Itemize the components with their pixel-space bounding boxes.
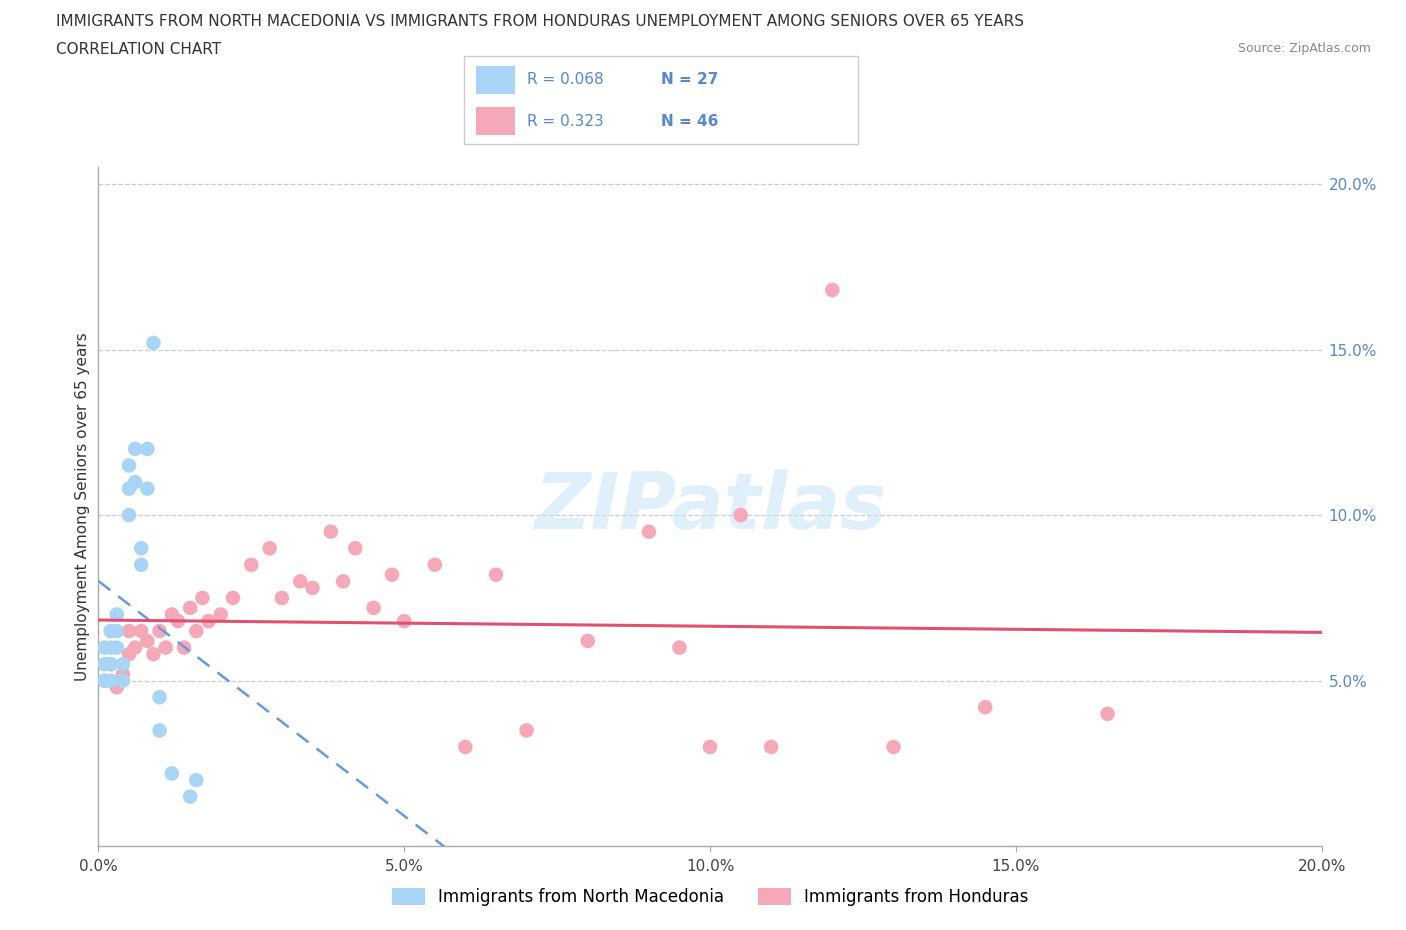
Point <box>186 624 208 639</box>
Point <box>142 646 165 661</box>
Point <box>118 458 141 472</box>
Point <box>637 525 661 539</box>
Point <box>118 508 141 523</box>
Point <box>149 723 172 737</box>
Point <box>93 657 115 671</box>
Text: R = 0.323: R = 0.323 <box>527 113 603 128</box>
Text: CORRELATION CHART: CORRELATION CHART <box>56 42 221 57</box>
Point <box>1097 707 1119 722</box>
Legend: Immigrants from North Macedonia, Immigrants from Honduras: Immigrants from North Macedonia, Immigra… <box>385 881 1035 912</box>
Point <box>124 474 146 489</box>
Point <box>129 624 152 639</box>
Point <box>730 508 752 523</box>
Point <box>668 640 690 655</box>
Bar <box>475 65 515 94</box>
Point <box>301 580 323 595</box>
Point <box>155 640 177 655</box>
Text: R = 0.068: R = 0.068 <box>527 73 603 87</box>
Point <box>124 442 146 457</box>
Point <box>186 773 208 788</box>
Point <box>759 739 782 754</box>
Point <box>699 739 721 754</box>
Point <box>136 633 159 648</box>
Point <box>105 640 128 655</box>
Point <box>290 574 312 589</box>
Point <box>118 624 141 639</box>
Point <box>883 739 905 754</box>
Point <box>105 680 128 695</box>
Point <box>118 481 141 496</box>
Point <box>118 646 141 661</box>
Point <box>423 557 446 572</box>
Point <box>222 591 245 605</box>
Point <box>344 541 367 556</box>
Point <box>136 442 159 457</box>
Point <box>93 673 115 688</box>
Point <box>100 657 122 671</box>
Point <box>173 640 195 655</box>
Point <box>100 640 122 655</box>
Point <box>179 790 201 804</box>
Point <box>197 614 219 629</box>
Point <box>454 739 477 754</box>
Point <box>93 640 115 655</box>
Point <box>100 657 122 671</box>
Point <box>332 574 354 589</box>
Point <box>129 541 152 556</box>
Point <box>821 283 844 298</box>
Point <box>381 567 404 582</box>
Bar <box>475 107 515 136</box>
Point <box>974 699 997 714</box>
Point <box>136 481 159 496</box>
Point <box>576 633 599 648</box>
Point <box>191 591 214 605</box>
Text: ZIPatlas: ZIPatlas <box>534 469 886 545</box>
Point <box>392 614 416 629</box>
Point <box>149 624 172 639</box>
Point <box>240 557 263 572</box>
Point <box>142 336 165 351</box>
Text: N = 27: N = 27 <box>661 73 718 87</box>
Point <box>516 723 538 737</box>
Point <box>179 601 201 616</box>
Point <box>100 673 122 688</box>
Point <box>209 607 232 622</box>
Point <box>485 567 508 582</box>
FancyBboxPatch shape <box>464 56 858 144</box>
Point <box>270 591 292 605</box>
Point <box>111 667 134 682</box>
Point <box>259 541 281 556</box>
Text: IMMIGRANTS FROM NORTH MACEDONIA VS IMMIGRANTS FROM HONDURAS UNEMPLOYMENT AMONG S: IMMIGRANTS FROM NORTH MACEDONIA VS IMMIG… <box>56 14 1024 29</box>
Point <box>105 624 128 639</box>
Point <box>93 673 115 688</box>
Point <box>100 624 122 639</box>
Text: N = 46: N = 46 <box>661 113 718 128</box>
Point <box>363 601 385 616</box>
Point <box>160 766 183 781</box>
Point <box>105 607 128 622</box>
Point <box>124 640 146 655</box>
Point <box>149 690 172 705</box>
Y-axis label: Unemployment Among Seniors over 65 years: Unemployment Among Seniors over 65 years <box>75 333 90 682</box>
Text: Source: ZipAtlas.com: Source: ZipAtlas.com <box>1237 42 1371 55</box>
Point <box>319 525 342 539</box>
Point <box>167 614 190 629</box>
Point <box>160 607 183 622</box>
Point <box>129 557 152 572</box>
Point <box>111 657 134 671</box>
Point <box>111 673 134 688</box>
